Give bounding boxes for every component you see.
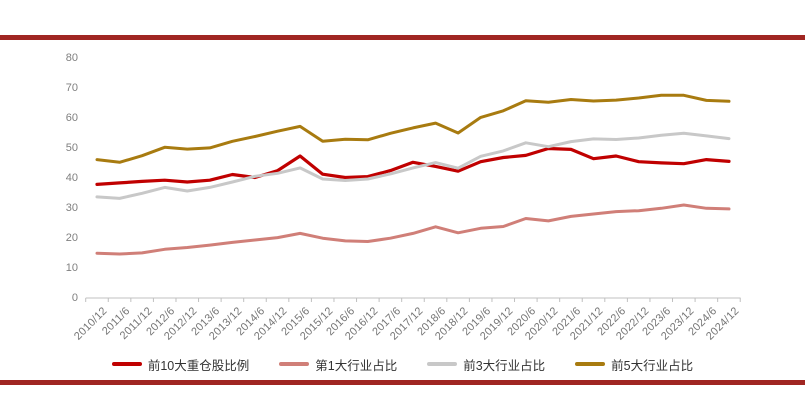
- legend-label-industry3: 前3大行业占比: [463, 358, 546, 373]
- y-axis-tick-label: 40: [65, 171, 78, 184]
- y-axis-tick-label: 50: [65, 142, 78, 154]
- chart-legend: 前10大重仓股比例 第1大行业占比 前3大行业占比 前5大行业占比: [54, 355, 751, 373]
- line-plot: [85, 93, 741, 302]
- legend-item-industry3: 前3大行业占比: [427, 355, 545, 374]
- bottom-accent-bar: [0, 380, 805, 385]
- series-line-前3大行业占比: [95, 131, 731, 200]
- legend-swatch-industry1-line-icon: [279, 362, 310, 366]
- legend-item-industry5: 前5大行业占比: [575, 355, 693, 374]
- top-accent-bar: [0, 35, 805, 40]
- legend-label-industry5: 前5大行业占比: [611, 358, 694, 373]
- chart-panel: 0 10 20 30 40 50 60 70 80 2010/12 2011/6 2011/12 20…: [54, 41, 751, 382]
- y-axis-tick-label: 70: [65, 82, 78, 95]
- y-axis-tick-label: 80: [65, 52, 78, 65]
- legend-label-top10: 前10大重仓股比例: [147, 358, 250, 373]
- legend-item-top10: 前10大重仓股比例: [111, 355, 250, 374]
- legend-label-industry1: 第1大行业占比: [315, 358, 398, 373]
- legend-swatch-industry3-line-icon: [427, 362, 458, 366]
- series-line-第1大行业占比: [95, 203, 731, 256]
- series-line-前5大行业占比: [95, 93, 731, 164]
- legend-swatch-industry5-line-icon: [575, 362, 606, 366]
- y-axis-tick-label: 20: [65, 231, 78, 244]
- series-line-前10大重仓股比例: [95, 146, 731, 186]
- legend-item-industry1: 第1大行业占比: [279, 355, 397, 374]
- y-axis-tick-label: 0: [71, 291, 78, 304]
- y-axis-tick-label: 30: [65, 201, 78, 214]
- y-axis-tick-label: 60: [65, 112, 78, 125]
- y-axis-tick-label: 10: [65, 261, 78, 274]
- legend-swatch-top10-line-icon: [111, 362, 142, 366]
